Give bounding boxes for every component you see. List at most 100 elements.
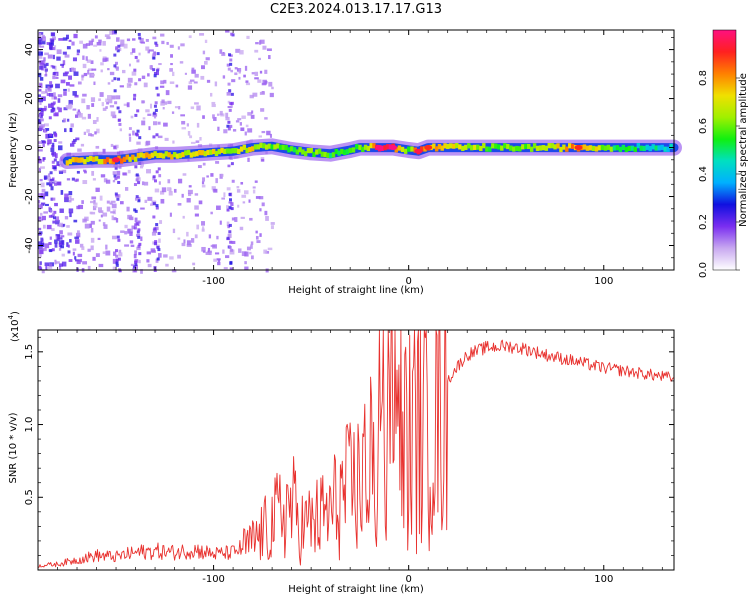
noise-streak [156, 245, 160, 249]
ridge-cell [161, 153, 166, 159]
ridge-cell [234, 148, 238, 154]
noise-streak [134, 82, 138, 86]
y-tick-label: 1.0 [24, 417, 35, 433]
noise-speck [86, 59, 92, 63]
noise-speck [266, 48, 272, 52]
noise-speck [90, 245, 94, 251]
noise-speck [132, 130, 135, 136]
noise-speck [69, 195, 72, 200]
noise-speck [235, 120, 240, 123]
svg-text:(x104): (x104) [7, 311, 21, 342]
noise-speck [230, 69, 233, 73]
snr-frame [37, 329, 675, 571]
noise-speck [40, 193, 46, 197]
noise-streak [134, 209, 138, 213]
noise-speck [82, 63, 87, 69]
noise-speck [201, 221, 206, 226]
noise-speck [61, 253, 65, 257]
ridge-cell [612, 145, 617, 151]
noise-speck [167, 179, 171, 184]
noise-speck [234, 67, 238, 70]
ridge-cell [217, 149, 221, 155]
ridge-cell [287, 147, 291, 153]
noise-speck [90, 227, 94, 233]
noise-speck [68, 99, 73, 105]
noise-speck [38, 50, 42, 53]
noise-speck [42, 247, 47, 252]
ridge-cell [315, 149, 319, 155]
ridge-cell [446, 143, 450, 150]
noise-speck [170, 62, 173, 66]
noise-speck [232, 129, 237, 132]
ridge-cell [292, 147, 297, 153]
noise-speck [59, 208, 64, 213]
noise-speck [126, 38, 131, 42]
noise-speck [87, 69, 90, 75]
noise-streak [52, 65, 56, 69]
spectrogram-ridge [59, 138, 682, 169]
noise-speck [85, 43, 91, 46]
ridge-peak [574, 145, 583, 151]
noise-speck [67, 88, 70, 92]
ridge-cell [568, 143, 572, 149]
noise-speck [60, 237, 63, 240]
noise-speck [74, 236, 79, 240]
noise-speck [244, 261, 247, 265]
noise-speck [140, 207, 145, 210]
ridge-cell [184, 150, 188, 156]
noise-speck [194, 73, 199, 78]
noise-streak [134, 165, 138, 169]
noise-speck [123, 103, 129, 106]
noise-streak [134, 262, 138, 266]
noise-speck [181, 242, 186, 247]
noise-streak [228, 192, 232, 196]
noise-speck [167, 100, 172, 105]
noise-speck [136, 174, 140, 180]
noise-speck [129, 240, 134, 244]
snr-x-axis-label: Height of straight line (km) [288, 584, 424, 595]
noise-streak [132, 265, 136, 269]
noise-speck [202, 50, 206, 55]
noise-speck [112, 258, 118, 264]
noise-speck [221, 197, 225, 200]
noise-speck [163, 79, 167, 84]
ridge-cell [106, 157, 110, 163]
spectrogram-y-axis-label: Frequency (Hz) [8, 112, 19, 188]
ridge-cell [473, 144, 477, 150]
noise-speck [54, 239, 58, 244]
noise-speck [89, 200, 95, 204]
noise-speck [149, 49, 154, 52]
noise-speck [264, 69, 268, 74]
noise-speck [248, 199, 251, 203]
noise-speck [172, 71, 175, 77]
ridge-cell [267, 143, 272, 149]
noise-speck [46, 182, 51, 186]
noise-streak [52, 101, 56, 105]
noise-streak [137, 181, 141, 185]
noise-speck [48, 92, 54, 97]
ridge-cell [320, 151, 325, 157]
noise-speck [161, 99, 165, 104]
noise-speck [80, 143, 85, 147]
noise-speck [105, 98, 109, 103]
noise-speck [72, 108, 77, 111]
ridge-cell [565, 146, 569, 152]
ridge-cell [281, 144, 286, 150]
noise-streak [114, 61, 118, 65]
noise-speck [261, 158, 265, 162]
noise-speck [47, 173, 51, 178]
noise-speck [58, 107, 62, 113]
noise-streak [153, 104, 157, 108]
noise-speck [50, 38, 55, 42]
noise-speck [262, 45, 267, 50]
noise-streak [113, 217, 117, 221]
noise-speck [53, 180, 57, 183]
noise-speck [38, 157, 41, 163]
noise-speck [167, 187, 171, 191]
noise-speck [254, 180, 258, 183]
ridge-cell [636, 143, 640, 149]
noise-speck [76, 230, 80, 236]
ridge-cell [170, 154, 174, 160]
noise-speck [91, 170, 95, 176]
noise-speck [150, 203, 153, 206]
